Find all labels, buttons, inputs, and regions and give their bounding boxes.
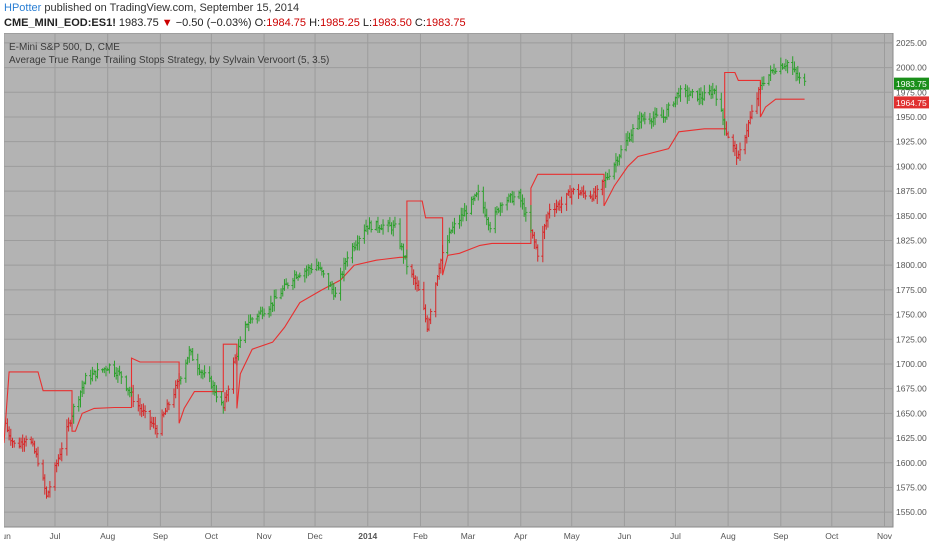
price-marker-box [894, 77, 929, 90]
price-tick-label: 1600.00 [896, 458, 927, 468]
time-tick-label: Mar [461, 531, 476, 541]
price-tick-label: 1900.00 [896, 161, 927, 171]
time-tick-label: Oct [205, 531, 219, 541]
price-tick-label: 1700.00 [896, 359, 927, 369]
time-tick-label: Aug [100, 531, 115, 541]
time-tick-label: Nov [877, 531, 893, 541]
time-tick-label: Jun [4, 531, 11, 541]
time-tick-label: Sep [153, 531, 168, 541]
price-tick-label: 2000.00 [896, 63, 927, 73]
time-tick-label: Jul [50, 531, 61, 541]
price-marker-label: 1983.75 [896, 79, 927, 89]
symbol-label: CME_MINI_EOD:ES1! [4, 17, 116, 29]
price-bars [5, 56, 807, 499]
close-value: 1983.75 [425, 17, 466, 29]
price-tick-label: 1750.00 [896, 310, 927, 320]
time-tick-label: Apr [514, 531, 527, 541]
price-axis[interactable]: 1550.00 1575.00 1600.00 1625.00 1650.00 1675.… [896, 38, 927, 517]
grid-lines [4, 33, 893, 527]
time-tick-label: Jul [670, 531, 681, 541]
published-text: published on TradingView.com, September … [41, 2, 300, 14]
price-tick-label: 1875.00 [896, 186, 927, 196]
price-tick-label: 1550.00 [896, 507, 927, 517]
time-axis[interactable]: Jun Jul Aug Sep Oct Nov Dec 2014 Feb Mar Apr May Jun… [4, 531, 893, 541]
price-marker-label: 1964.75 [896, 98, 927, 108]
low-value: 1983.50 [372, 17, 412, 29]
time-tick-label: Nov [257, 531, 273, 541]
time-tick-label: Oct [825, 531, 839, 541]
trailing-stop-line [4, 71, 805, 444]
price-tick-label: 1775.00 [896, 285, 927, 295]
price-tick-label: 2025.00 [896, 38, 927, 48]
down-arrow-icon: ▼ [161, 17, 173, 29]
price-change: −0.50 (−0.03%) [175, 17, 252, 29]
high-value: 1985.25 [320, 17, 360, 29]
time-tick-label: Feb [413, 531, 428, 541]
price-tick-label: 1925.00 [896, 137, 927, 147]
stop-line-path [4, 71, 805, 444]
open-label: O: [254, 17, 267, 29]
last-price: 1983.75 [118, 17, 159, 29]
chart-title: E-Mini S&P 500, D, CME [9, 42, 120, 53]
price-tick-label: 1575.00 [896, 482, 927, 492]
high-label: H: [309, 17, 321, 29]
publication-header: HPotter published on TradingView.com, Se… [4, 2, 299, 14]
price-tick-label: 1625.00 [896, 433, 927, 443]
price-tick-label: 1675.00 [896, 384, 927, 394]
price-tick-label: 1850.00 [896, 211, 927, 221]
plot-area [4, 33, 894, 528]
price-tick-label: 1800.00 [896, 260, 927, 270]
time-tick-label: May [564, 531, 581, 541]
time-tick-label: Dec [308, 531, 324, 541]
quote-line: CME_MINI_EOD:ES1! 1983.75 ▼ −0.50 (−0.03… [4, 17, 466, 29]
price-tick-label: 1725.00 [896, 334, 927, 344]
open-value: 1984.75 [266, 17, 306, 29]
low-label: L: [362, 17, 373, 29]
price-tick-label: 1650.00 [896, 408, 927, 418]
price-tick-label: 1825.00 [896, 235, 927, 245]
time-tick-label: 2014 [358, 531, 377, 541]
price-tick-label: 1975.00 [896, 87, 927, 97]
price-tick-label: 1950.00 [896, 112, 927, 122]
time-tick-label: Sep [773, 531, 788, 541]
price-chart[interactable]: 1550.00 1575.00 1600.00 1625.00 1650.00 1675.… [4, 33, 930, 547]
time-tick-label: Aug [721, 531, 736, 541]
price-marker-box [894, 96, 929, 109]
time-tick-label: Jun [618, 531, 632, 541]
study-label[interactable]: Average True Range Trailing Stops Strate… [9, 55, 330, 66]
price-markers: 1983.75 1964.75 [894, 77, 929, 109]
author-link[interactable]: HPotter [4, 2, 42, 14]
close-label: C: [414, 17, 426, 29]
